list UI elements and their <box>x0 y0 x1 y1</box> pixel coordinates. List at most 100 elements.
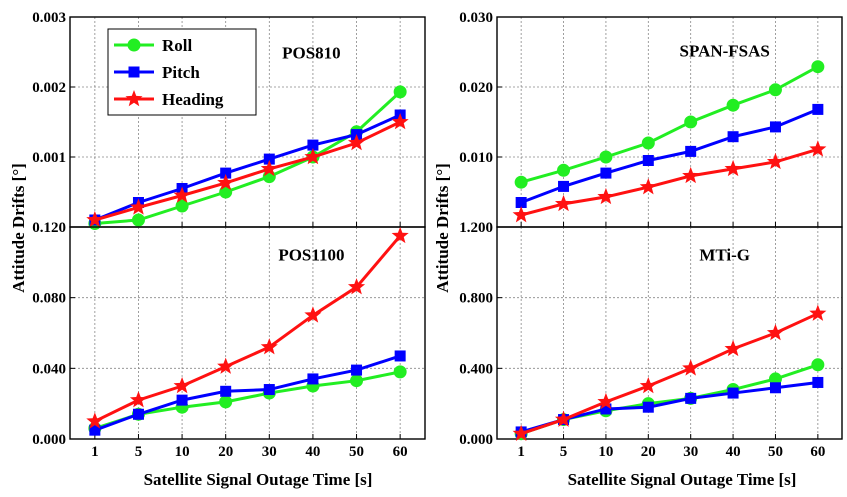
xlabel-left: Satellite Signal Outage Time [s] <box>144 470 373 489</box>
data-point-pitch <box>307 373 319 385</box>
ylabel-left: Attitude Drifts [°] <box>9 163 28 293</box>
data-point-heading <box>554 410 573 427</box>
data-point-heading <box>217 357 235 374</box>
data-point-pitch <box>220 167 232 179</box>
data-point-pitch <box>600 403 612 415</box>
data-point-heading <box>809 304 827 321</box>
data-point-heading <box>129 198 148 215</box>
data-point-pitch <box>263 384 275 396</box>
data-point-heading <box>554 194 573 212</box>
series-line-roll <box>520 65 819 184</box>
data-point-pitch <box>769 382 781 394</box>
legend-label: Pitch <box>162 63 200 82</box>
data-point-pitch <box>351 364 363 376</box>
series-heading <box>86 226 409 429</box>
data-point-heading <box>639 178 657 195</box>
data-point-heading <box>304 306 322 323</box>
x-tick-label: 5 <box>560 444 568 460</box>
y-tick-label: 1.200 <box>459 220 493 236</box>
panel-title: POS810 <box>282 44 341 63</box>
y-tick-label: 0.800 <box>459 291 493 307</box>
data-point-pitch <box>176 394 188 406</box>
y-tick-label: 0.003 <box>32 10 66 26</box>
data-point-pitch <box>727 131 739 143</box>
y-tick-label: 0.020 <box>459 80 493 96</box>
x-tick-label: 50 <box>768 444 783 460</box>
data-point-heading <box>86 412 104 429</box>
data-point-heading <box>260 159 278 177</box>
data-point-heading <box>682 359 700 376</box>
data-point-heading <box>639 377 657 394</box>
series-heading <box>512 304 827 441</box>
legend-label: Roll <box>162 36 193 55</box>
data-point-roll <box>219 395 233 409</box>
panel-title: MTi-G <box>699 245 750 264</box>
data-point-roll <box>726 98 740 112</box>
data-point-pitch <box>558 180 570 192</box>
data-point-heading <box>173 186 191 203</box>
legend-label: Heading <box>162 90 224 109</box>
x-tick-label: 50 <box>349 444 364 460</box>
y-tick-label: 0.000 <box>32 432 66 448</box>
data-point-pitch <box>812 103 824 115</box>
data-point-pitch <box>89 424 101 436</box>
x-tick-label: 10 <box>175 444 190 460</box>
data-point-heading <box>809 140 827 157</box>
data-point-roll <box>514 175 528 189</box>
x-tick-label: 1 <box>91 444 99 460</box>
panel-3: 1.200 0.800 0.400 0.000 1 5 10 20 30 40 50 60 MTi-G <box>459 220 843 460</box>
data-point-pitch <box>685 145 697 157</box>
data-point-heading <box>597 392 615 410</box>
y-tick-label: 0.002 <box>32 80 66 96</box>
data-point-heading <box>512 206 530 223</box>
data-point-heading <box>682 166 700 184</box>
x-tick-label: 60 <box>393 444 408 460</box>
data-point-pitch <box>642 401 654 413</box>
data-point-heading <box>512 424 530 441</box>
data-point-pitch <box>307 139 319 151</box>
y-tick-label: 0.001 <box>32 150 66 166</box>
x-tick-label: 40 <box>305 444 320 460</box>
series-line-pitch <box>520 108 819 204</box>
data-point-roll <box>131 213 145 227</box>
panel-title: SPAN-FSAS <box>680 42 770 61</box>
x-tick-label: 5 <box>135 444 143 460</box>
data-point-heading <box>217 173 235 191</box>
xlabel-right: Satellite Signal Outage Time [s] <box>568 470 797 489</box>
legend-marker-pitch <box>128 66 140 78</box>
x-tick-label: 20 <box>218 444 233 460</box>
legend-marker-heading <box>125 90 143 107</box>
data-point-heading <box>260 338 278 355</box>
series-pitch <box>515 376 824 438</box>
panel-title: POS1100 <box>278 245 344 264</box>
data-point-pitch <box>263 153 275 165</box>
legend: Roll Pitch Heading <box>107 28 257 116</box>
data-point-heading <box>304 148 322 165</box>
data-point-pitch <box>812 376 824 388</box>
panel-2: 0.120 0.080 0.040 0.000 1 5 10 20 30 40 50 60 POS110… <box>32 220 426 460</box>
plot-frame <box>69 226 426 440</box>
x-tick-label: 40 <box>726 444 741 460</box>
series-line-heading <box>520 312 819 436</box>
x-tick-label: 1 <box>517 444 525 460</box>
y-tick-label: 0.030 <box>459 10 493 26</box>
x-tick-label: 10 <box>598 444 613 460</box>
data-point-heading <box>766 152 785 170</box>
data-point-pitch <box>394 350 406 362</box>
series-line-pitch <box>94 113 401 222</box>
data-point-heading <box>391 113 409 130</box>
data-point-pitch <box>515 197 527 208</box>
series-heading <box>512 140 827 223</box>
data-point-roll <box>393 365 407 379</box>
x-tick-label: 30 <box>262 444 277 460</box>
data-point-pitch <box>685 392 697 404</box>
data-point-heading <box>766 324 785 341</box>
data-point-roll <box>350 374 364 388</box>
data-point-roll <box>811 358 825 372</box>
data-point-roll <box>768 83 782 97</box>
y-tick-label: 0.040 <box>32 361 66 377</box>
data-point-roll <box>641 136 655 150</box>
data-point-pitch <box>132 408 144 420</box>
